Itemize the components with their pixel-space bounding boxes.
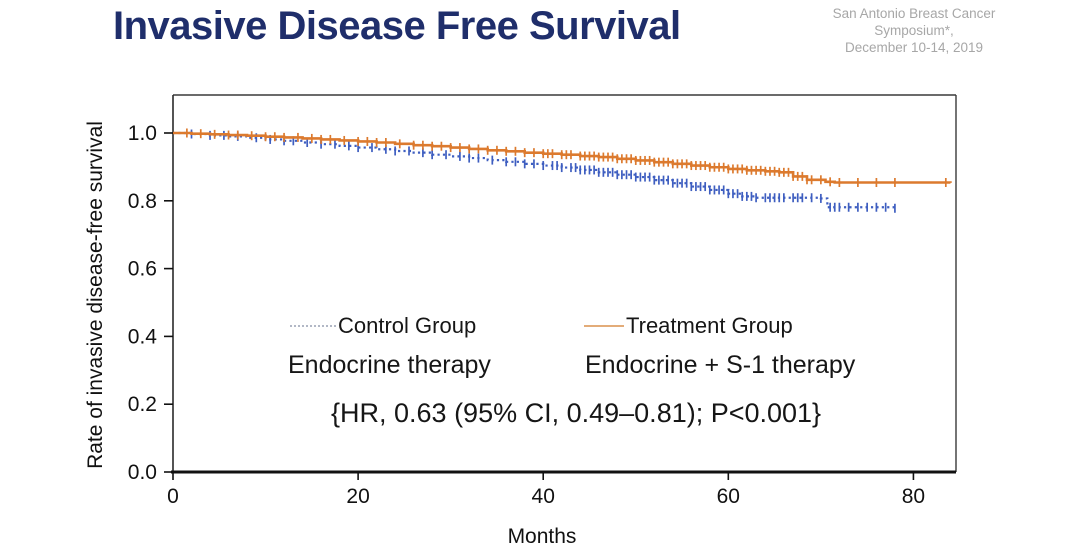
legend-control-label: Control Group <box>338 313 477 338</box>
y-axis-tick-label: 0.2 <box>128 393 157 416</box>
x-axis-tick-label: 20 <box>346 485 369 508</box>
legend-treatment-label: Treatment Group <box>626 313 793 338</box>
x-axis-label: Months <box>507 525 577 548</box>
y-axis-tick-label: 0.4 <box>128 325 158 348</box>
symposium-line2: December 10-14, 2019 <box>844 40 984 55</box>
hazard-ratio-annotation: {HR, 0.63 (95% CI, 0.49–0.81); P<0.001} <box>331 398 822 428</box>
y-axis-label: Rate of invasive disease-free survival <box>84 121 107 469</box>
x-axis-tick-label: 60 <box>717 485 740 508</box>
treatment-subtitle: Endocrine + S-1 therapy <box>585 351 856 379</box>
symposium-line1: San Antonio Breast Cancer Symposium*, <box>832 6 996 38</box>
y-axis-tick-label: 0.8 <box>128 190 157 213</box>
control-group-curve <box>173 131 897 209</box>
symposium-credit: San Antonio Breast Cancer Symposium*, De… <box>796 5 1032 56</box>
y-axis-tick-label: 0.0 <box>128 461 157 484</box>
y-axis-tick-label: 1.0 <box>128 122 157 145</box>
x-axis-tick-label: 0 <box>167 485 179 508</box>
treatment-line-marker-icon <box>584 325 624 327</box>
control-line-marker-icon <box>290 325 336 327</box>
x-axis-tick-label: 80 <box>902 485 925 508</box>
page-title: Invasive Disease Free Survival <box>113 4 681 48</box>
y-axis-tick-label: 0.6 <box>128 258 157 281</box>
x-axis-tick-label: 40 <box>532 485 555 508</box>
control-subtitle: Endocrine therapy <box>288 351 491 379</box>
